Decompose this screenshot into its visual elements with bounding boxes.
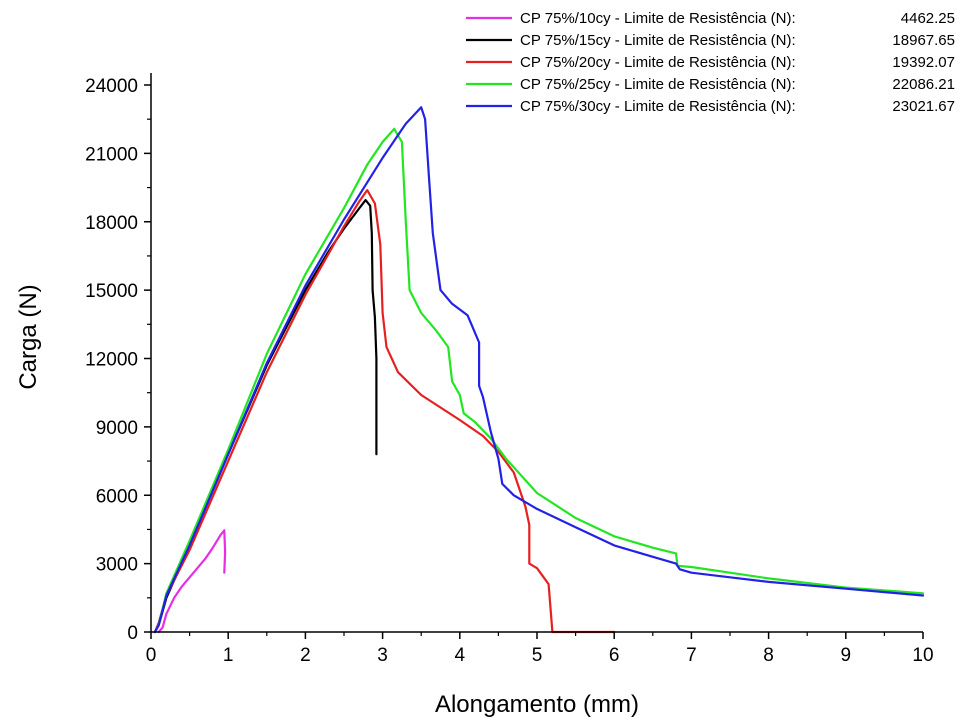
series-line-3 xyxy=(153,189,616,634)
x-tick-label: 5 xyxy=(532,645,543,666)
legend-label: CP 75%/25cy - Limite de Resistência (N): xyxy=(520,76,796,93)
legend-value: 19392.07 xyxy=(892,54,955,71)
y-tick-label: 0 xyxy=(127,623,138,644)
y-tick-label: 6000 xyxy=(96,486,138,507)
y-tick-label: 3000 xyxy=(96,555,138,576)
axes: 0 1 2 3 4 5 6 7 8 9 10 0 3000 6000 9000 12000 15000 18000… xyxy=(85,73,934,666)
y-tick-label: 24000 xyxy=(85,76,138,97)
x-tick-label: 4 xyxy=(455,645,466,666)
y-tick-label: 18000 xyxy=(85,213,138,234)
series-lines xyxy=(153,106,925,634)
y-tick-label: 21000 xyxy=(85,144,138,165)
x-tick-label: 1 xyxy=(223,645,234,666)
x-tick-label: 9 xyxy=(841,645,852,666)
series-line-1 xyxy=(157,529,227,634)
legend-label: CP 75%/20cy - Limite de Resistência (N): xyxy=(520,54,796,71)
legend-label: CP 75%/15cy - Limite de Resistência (N): xyxy=(520,32,796,49)
y-axis-title: Carga (N) xyxy=(15,284,42,389)
x-tick-label: 0 xyxy=(146,645,157,666)
x-tick-label: 7 xyxy=(686,645,697,666)
x-tick-label: 3 xyxy=(377,645,388,666)
x-tick-label: 2 xyxy=(300,645,311,666)
y-tick-label: 15000 xyxy=(85,281,138,302)
legend-value: 23021.67 xyxy=(892,98,955,115)
legend-label: CP 75%/30cy - Limite de Resistência (N): xyxy=(520,98,796,115)
x-axis-title: Alongamento (mm) xyxy=(435,691,639,718)
legend-label: CP 75%/10cy - Limite de Resistência (N): xyxy=(520,10,796,27)
x-tick-label: 10 xyxy=(912,645,933,666)
legend: CP 75%/10cy - Limite de Resistência (N):… xyxy=(466,10,955,115)
plot-area: 0 1 2 3 4 5 6 7 8 9 10 0 3000 6000 9000 12000 15000 18000… xyxy=(85,73,934,666)
series-line-5 xyxy=(153,106,925,634)
x-tick-label: 8 xyxy=(763,645,774,666)
y-tick-label: 9000 xyxy=(96,418,138,439)
x-tick-label: 6 xyxy=(609,645,620,666)
y-tick-label: 12000 xyxy=(85,350,138,371)
series-line-4 xyxy=(153,127,925,634)
legend-value: 4462.25 xyxy=(901,10,955,27)
legend-value: 22086.21 xyxy=(892,76,955,93)
legend-value: 18967.65 xyxy=(892,32,955,49)
series-line-2 xyxy=(153,199,378,634)
